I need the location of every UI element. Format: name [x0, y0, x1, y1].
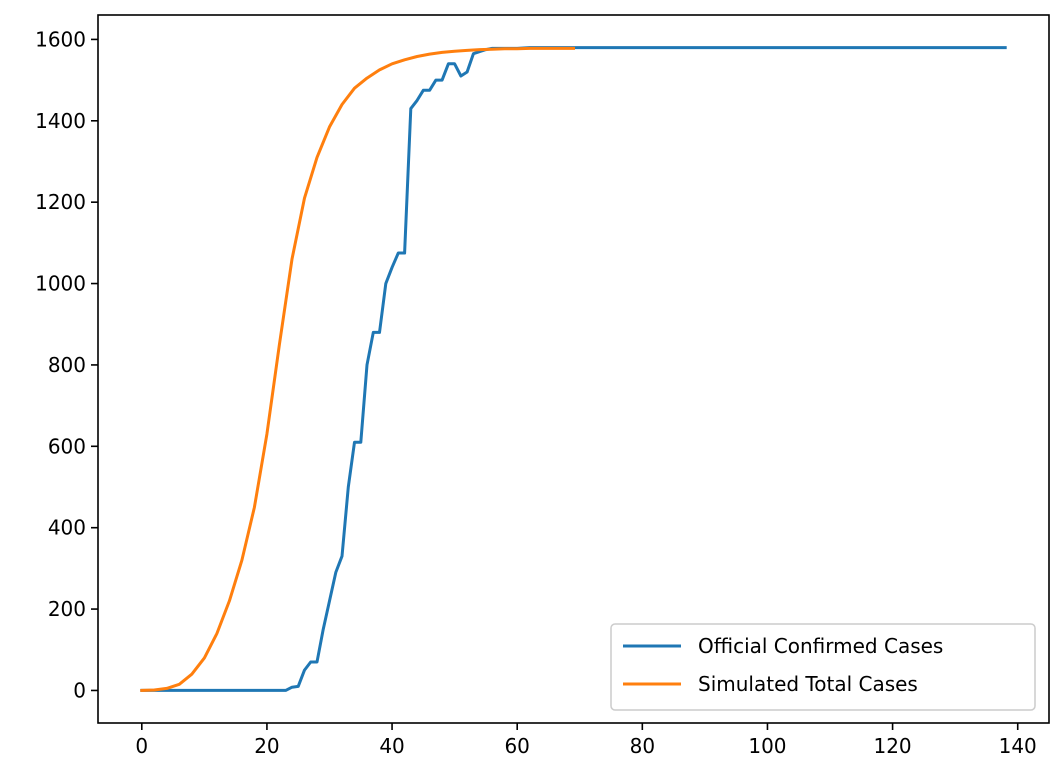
y-tick-label: 200 — [48, 597, 86, 621]
x-tick-label: 140 — [999, 734, 1037, 758]
series-line-1 — [140, 46, 1007, 692]
y-tick-label: 1400 — [35, 109, 86, 133]
y-tick-label: 1000 — [35, 272, 86, 296]
x-tick-label: 40 — [379, 734, 404, 758]
x-tick-label: 20 — [254, 734, 279, 758]
y-tick-label: 600 — [48, 434, 86, 458]
legend: Official Confirmed Cases Simulated Total … — [610, 623, 1036, 711]
y-tick-label: 1600 — [35, 27, 86, 51]
y-tick-label: 800 — [48, 353, 86, 377]
y-tick-label: 0 — [73, 678, 86, 702]
y-tick-label: 1200 — [35, 190, 86, 214]
axes-layer: 0 20 40 60 80 100 120 1400200400600800100012001… — [35, 14, 1050, 758]
series-line-2 — [140, 46, 575, 692]
legend-label-2: Simulated Total Cases — [698, 672, 918, 696]
legend-label-1: Official Confirmed Cases — [698, 634, 943, 658]
x-tick-label: 100 — [748, 734, 786, 758]
series-layer — [140, 46, 1007, 692]
x-tick-label: 120 — [873, 734, 911, 758]
x-tick-label: 60 — [504, 734, 529, 758]
y-tick-label: 400 — [48, 516, 86, 540]
x-tick-label: 0 — [135, 734, 148, 758]
plot-frame — [97, 14, 1050, 724]
x-tick-label: 80 — [630, 734, 655, 758]
legend-box — [610, 623, 1036, 711]
